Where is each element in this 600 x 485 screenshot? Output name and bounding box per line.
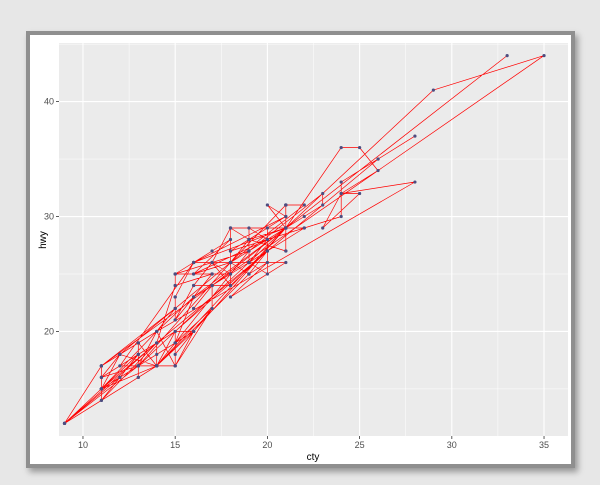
y-axis: 20 30 40 bbox=[44, 97, 59, 336]
data-point bbox=[376, 157, 380, 161]
data-point bbox=[210, 283, 214, 288]
x-tick-label: 15 bbox=[170, 440, 180, 450]
data-point bbox=[321, 191, 325, 196]
x-tick-label: 35 bbox=[539, 440, 549, 450]
data-point bbox=[136, 352, 140, 357]
data-point bbox=[339, 191, 343, 196]
data-point bbox=[228, 272, 233, 276]
data-point bbox=[155, 341, 159, 345]
data-point bbox=[284, 214, 288, 219]
data-point bbox=[265, 249, 269, 253]
x-tick-label: 25 bbox=[355, 440, 365, 450]
data-point bbox=[173, 329, 177, 334]
minor-gridlines bbox=[59, 43, 568, 436]
data-point bbox=[542, 54, 546, 58]
data-point bbox=[173, 295, 177, 299]
data-point bbox=[173, 272, 177, 276]
data-point bbox=[321, 203, 325, 207]
data-point bbox=[192, 260, 196, 265]
data-point bbox=[265, 226, 269, 230]
data-point bbox=[99, 375, 104, 379]
data-point bbox=[228, 249, 233, 253]
data-point bbox=[173, 364, 177, 368]
series-points bbox=[62, 54, 546, 425]
data-point bbox=[192, 283, 196, 288]
data-point bbox=[339, 214, 343, 219]
y-tick-label: 30 bbox=[44, 212, 54, 222]
data-point bbox=[118, 364, 122, 368]
data-point bbox=[192, 329, 196, 334]
x-axis: 10 15 20 25 30 35 bbox=[78, 436, 549, 450]
data-point bbox=[99, 398, 104, 402]
x-axis-title: cty bbox=[307, 452, 320, 463]
data-point bbox=[284, 249, 288, 253]
data-point bbox=[431, 88, 435, 92]
data-point bbox=[62, 421, 67, 425]
data-point bbox=[99, 364, 104, 368]
data-point bbox=[173, 283, 177, 288]
data-point bbox=[413, 180, 417, 184]
data-point bbox=[265, 272, 269, 276]
data-point bbox=[192, 295, 196, 299]
data-point bbox=[192, 272, 196, 276]
data-point bbox=[210, 306, 214, 311]
data-point bbox=[284, 226, 288, 230]
data-point bbox=[173, 306, 177, 311]
data-point bbox=[265, 237, 269, 242]
data-point bbox=[192, 306, 196, 311]
major-gridlines bbox=[59, 43, 568, 436]
series-line bbox=[64, 55, 545, 424]
data-point bbox=[247, 226, 251, 230]
data-point bbox=[155, 329, 159, 334]
data-point bbox=[339, 145, 343, 150]
data-point bbox=[118, 352, 122, 357]
y-tick-label: 40 bbox=[44, 97, 54, 107]
data-point bbox=[358, 191, 362, 196]
data-point bbox=[247, 249, 251, 253]
data-point bbox=[173, 341, 177, 345]
y-axis-title: hwy bbox=[38, 231, 49, 249]
data-point bbox=[155, 364, 159, 368]
data-point bbox=[302, 226, 306, 230]
x-tick-label: 10 bbox=[78, 440, 88, 450]
x-tick-label: 30 bbox=[447, 440, 457, 450]
data-point bbox=[339, 180, 343, 184]
data-point bbox=[358, 145, 362, 150]
data-point bbox=[228, 260, 233, 265]
data-point bbox=[228, 226, 233, 230]
data-point bbox=[413, 134, 417, 138]
y-tick-label: 20 bbox=[44, 326, 54, 336]
data-point bbox=[118, 375, 122, 379]
data-point bbox=[321, 226, 325, 230]
data-point bbox=[302, 214, 306, 219]
data-point bbox=[136, 341, 140, 345]
data-point bbox=[155, 352, 159, 357]
series-lines bbox=[64, 55, 545, 424]
data-point bbox=[210, 249, 214, 253]
data-point bbox=[505, 54, 509, 58]
data-point bbox=[247, 260, 251, 265]
data-point bbox=[247, 272, 251, 276]
data-point bbox=[228, 237, 233, 242]
data-point bbox=[210, 260, 214, 265]
data-point bbox=[136, 364, 140, 368]
x-tick-label: 20 bbox=[262, 440, 272, 450]
data-point bbox=[228, 283, 233, 288]
data-point bbox=[173, 352, 177, 357]
data-point bbox=[228, 295, 233, 299]
data-point bbox=[136, 375, 140, 379]
data-point bbox=[247, 237, 251, 242]
data-point bbox=[376, 168, 380, 173]
data-point bbox=[265, 203, 269, 207]
data-point bbox=[265, 260, 269, 265]
data-point bbox=[284, 203, 288, 207]
data-point bbox=[173, 318, 177, 322]
data-point bbox=[302, 203, 306, 207]
data-point bbox=[284, 260, 288, 265]
data-point bbox=[99, 387, 104, 391]
data-point bbox=[210, 272, 214, 276]
